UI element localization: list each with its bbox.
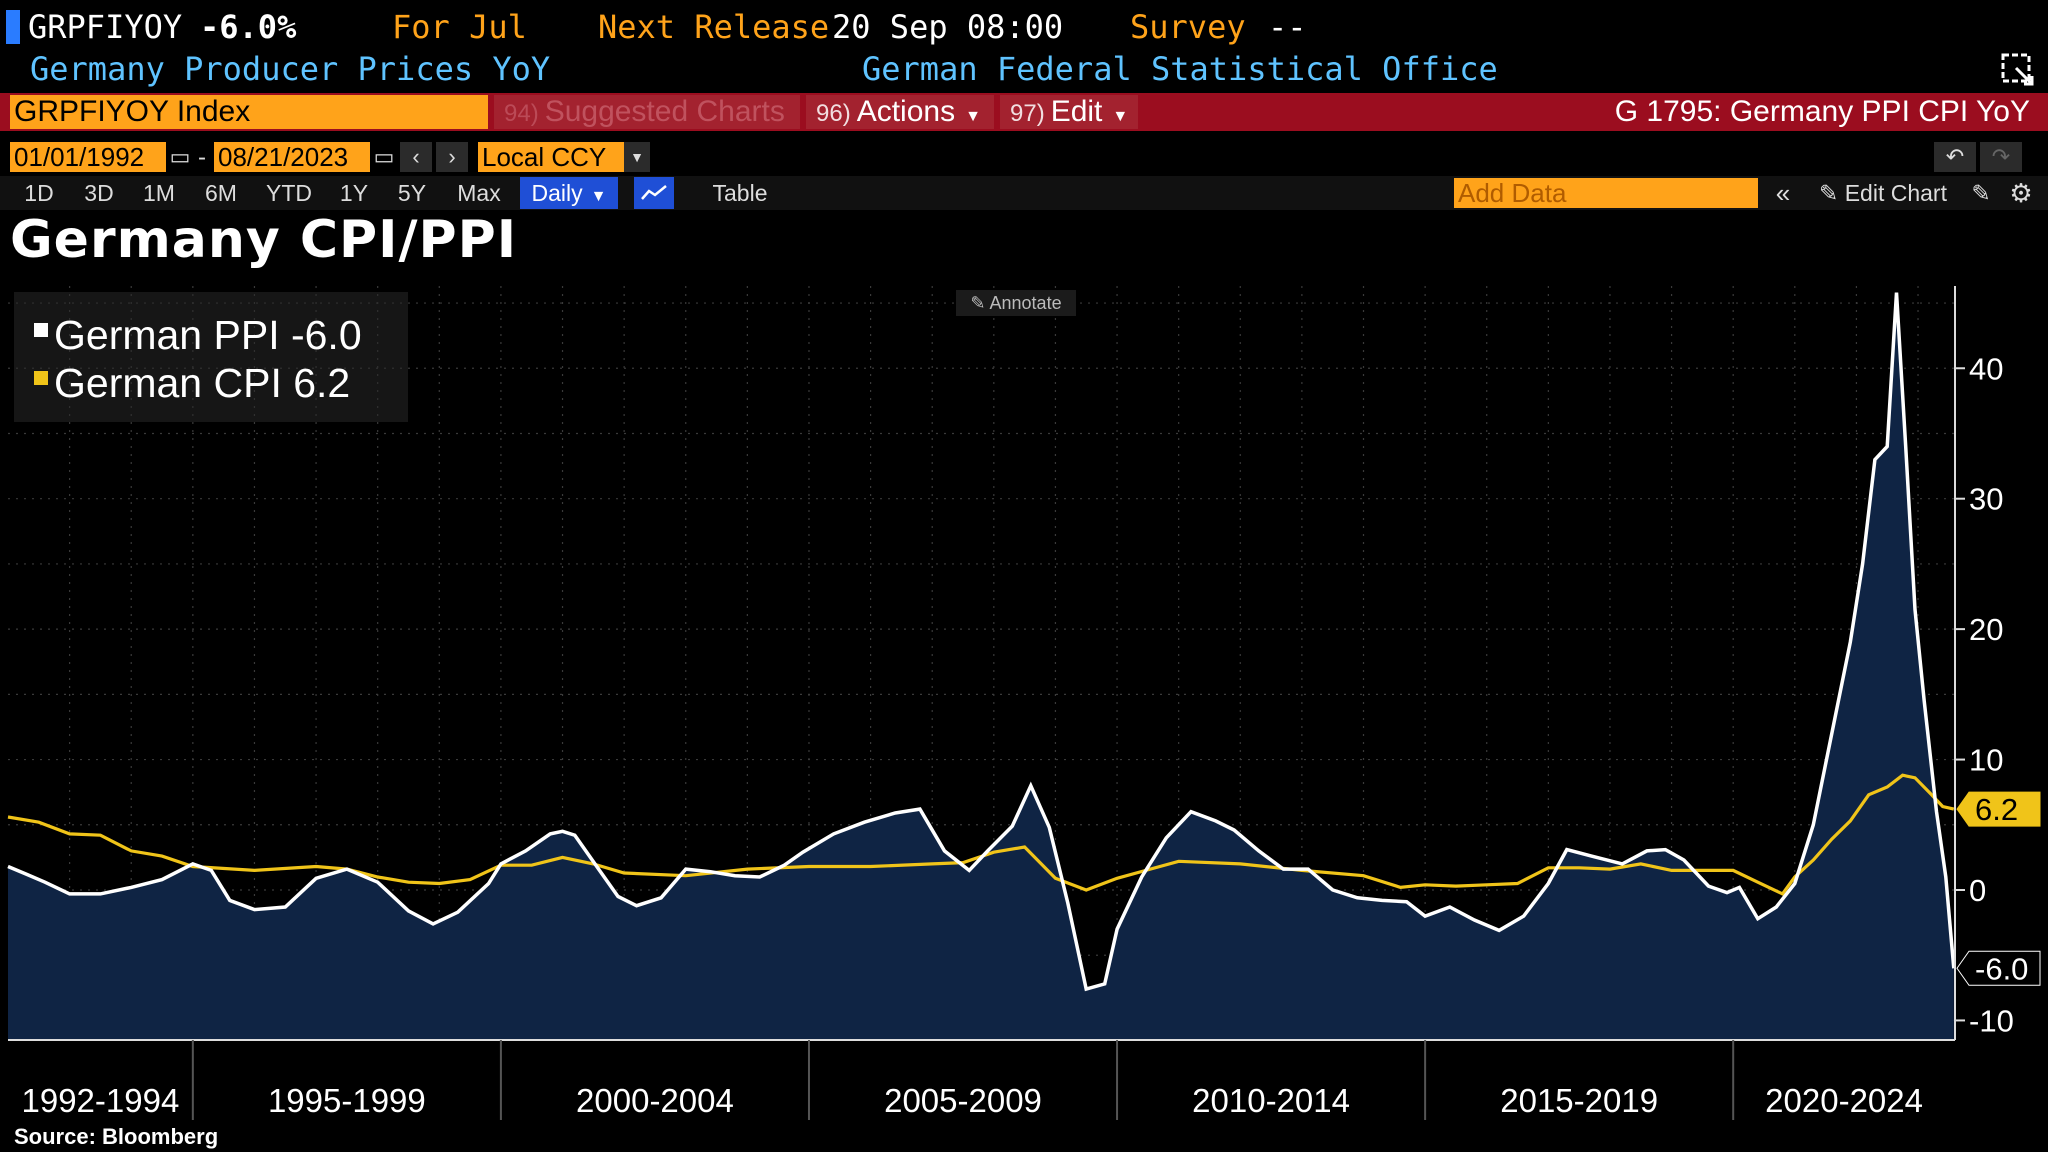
chevron-down-icon[interactable]: ▼ bbox=[624, 142, 650, 172]
redo-icon[interactable]: ↷ bbox=[1980, 142, 2022, 172]
add-data-input[interactable]: Add Data bbox=[1454, 178, 1758, 208]
y-tick-label: 0 bbox=[1969, 873, 1986, 908]
currency-select[interactable]: Local CCY bbox=[478, 142, 624, 172]
edit-number: 97) bbox=[1010, 100, 1045, 127]
y-tick-label: 30 bbox=[1969, 482, 2003, 517]
command-bar: GRPFIYOY Index 94) Suggested Charts 96) Ac… bbox=[0, 93, 2048, 131]
edit-menu-button[interactable]: 97) Edit ▼ bbox=[1000, 95, 1138, 129]
edit-chart-button[interactable]: ✎ Edit Chart bbox=[1808, 177, 1958, 209]
date-separator: - bbox=[198, 144, 206, 171]
line-chart-icon[interactable] bbox=[634, 177, 674, 209]
source-organization: German Federal Statistical Office bbox=[862, 50, 1498, 88]
edit-chart-label: Edit Chart bbox=[1844, 180, 1947, 206]
end-date-input[interactable]: 08/21/2023 bbox=[214, 142, 370, 172]
chart-title: Germany CPI/PPI bbox=[10, 210, 518, 270]
edit-label: Edit bbox=[1050, 95, 1103, 128]
x-period-label: 1995-1999 bbox=[268, 1082, 426, 1119]
survey-value: -- bbox=[1268, 8, 1307, 46]
period-1y-button[interactable]: 1Y bbox=[339, 180, 369, 206]
cpi-series-line bbox=[7, 773, 1955, 896]
y-tick-label: 40 bbox=[1969, 351, 2003, 386]
period-5y-button[interactable]: 5Y bbox=[397, 180, 427, 206]
frequency-select[interactable]: Daily ▼ bbox=[520, 177, 618, 209]
legend-swatch-cpi bbox=[34, 371, 48, 386]
calendar-icon[interactable]: ▭ bbox=[168, 142, 192, 172]
survey-label: Survey bbox=[1130, 8, 1246, 46]
legend-label-ppi: German PPI -6.0 bbox=[54, 312, 362, 358]
period-6m-button[interactable]: 6M bbox=[205, 180, 237, 206]
chevron-down-icon: ▼ bbox=[590, 188, 607, 205]
annotate-label: Annotate bbox=[989, 293, 1062, 313]
suggested-charts-label: Suggested Charts bbox=[544, 95, 785, 128]
table-button[interactable]: Table bbox=[712, 180, 768, 206]
chart-id: G 1795: Germany PPI CPI YoY bbox=[1614, 95, 2030, 128]
annotate-button[interactable]: ✎ Annotate bbox=[956, 290, 1076, 316]
ppi-last-value-tag: -6.0 bbox=[1975, 951, 2028, 986]
legend-item-cpi[interactable]: German CPI 6.2 bbox=[34, 360, 350, 407]
calendar-icon[interactable]: ▭ bbox=[372, 142, 396, 172]
x-period-label: 1992-1994 bbox=[22, 1082, 180, 1119]
period-row: 1D 3D 1M 6M YTD 1Y 5Y Max Daily ▼ Table A… bbox=[0, 176, 2048, 210]
x-period-label: 2010-2014 bbox=[1192, 1082, 1350, 1119]
next-arrow-icon[interactable]: › bbox=[436, 142, 468, 172]
y-tick-label: -10 bbox=[1969, 1003, 2014, 1038]
gear-icon[interactable]: ⚙ bbox=[2009, 178, 2033, 208]
ppi-area-fill bbox=[8, 292, 1954, 1041]
ppi-series-line bbox=[7, 292, 1956, 992]
y-tick-label: 20 bbox=[1969, 612, 2003, 647]
x-period-label: 2005-2009 bbox=[884, 1082, 1042, 1119]
ticker: GRPFIYOY bbox=[28, 8, 183, 46]
legend: German PPI -6.0 German CPI 6.2 bbox=[14, 292, 408, 422]
ppi-last-value-tag-background bbox=[1956, 950, 2041, 986]
security-field[interactable]: GRPFIYOY Index bbox=[10, 95, 488, 129]
undo-icon[interactable]: ↶ bbox=[1934, 142, 1976, 172]
period-1d-button[interactable]: 1D bbox=[24, 180, 54, 206]
legend-swatch-ppi bbox=[34, 323, 48, 338]
period-ytd-button[interactable]: YTD bbox=[266, 180, 312, 206]
legend-label-cpi: German CPI 6.2 bbox=[54, 360, 351, 406]
y-tick-label: 10 bbox=[1969, 743, 2003, 778]
quote-header: GRPFIYOY -6.0% For Jul Next Release 20 S… bbox=[0, 6, 2048, 46]
chevron-down-icon: ▼ bbox=[1112, 108, 1129, 125]
previous-arrow-icon[interactable]: ‹ bbox=[400, 142, 432, 172]
actions-number: 96) bbox=[816, 100, 851, 127]
suggested-charts-number: 94) bbox=[504, 100, 539, 127]
chevron-down-icon: ▼ bbox=[965, 108, 981, 125]
suggested-charts-button[interactable]: 94) Suggested Charts bbox=[494, 95, 800, 129]
description-header: Germany Producer Prices YoY German Feder… bbox=[0, 48, 2048, 88]
actions-menu-button[interactable]: 96) Actions ▼ bbox=[806, 95, 994, 129]
edit-icon[interactable]: ✎ bbox=[1971, 180, 1991, 206]
popout-icon[interactable] bbox=[2000, 52, 2036, 96]
pencil-icon: ✎ bbox=[970, 293, 990, 313]
x-period-label: 2015-2019 bbox=[1500, 1082, 1658, 1119]
frequency-label: Daily bbox=[531, 180, 583, 206]
security-marker bbox=[6, 10, 20, 44]
next-release-label: Next Release bbox=[598, 8, 830, 46]
last-value: -6.0% bbox=[200, 8, 297, 46]
cpi-last-value-tag-background bbox=[1956, 791, 2041, 827]
period-max-button[interactable]: Max bbox=[457, 180, 501, 206]
date-range-row: 01/01/1992 ▭ - 08/21/2023 ▭ ‹ › Local CC… bbox=[0, 140, 2048, 174]
period-1m-button[interactable]: 1M bbox=[143, 180, 175, 206]
x-period-label: 2000-2004 bbox=[576, 1082, 734, 1119]
legend-item-ppi[interactable]: German PPI -6.0 bbox=[34, 312, 362, 359]
cpi-last-value-tag: 6.2 bbox=[1975, 792, 2018, 827]
for-period: For Jul bbox=[392, 8, 527, 46]
axes: -10 0 10 20 30 40 1992-1994 1995-1999 2000-2004 2… bbox=[8, 286, 2041, 1120]
pencil-icon: ✎ bbox=[1819, 180, 1845, 206]
collapse-icon[interactable]: « bbox=[1775, 178, 1791, 208]
next-release-value: 20 Sep 08:00 bbox=[832, 8, 1064, 46]
period-3d-button[interactable]: 3D bbox=[84, 180, 114, 206]
start-date-input[interactable]: 01/01/1992 bbox=[10, 142, 166, 172]
x-period-label: 2020-2024 bbox=[1765, 1082, 1923, 1119]
grid bbox=[8, 286, 1955, 1040]
source-note: Source: Bloomberg bbox=[14, 1124, 219, 1149]
series-description: Germany Producer Prices YoY bbox=[30, 50, 551, 88]
actions-label: Actions bbox=[856, 95, 956, 128]
